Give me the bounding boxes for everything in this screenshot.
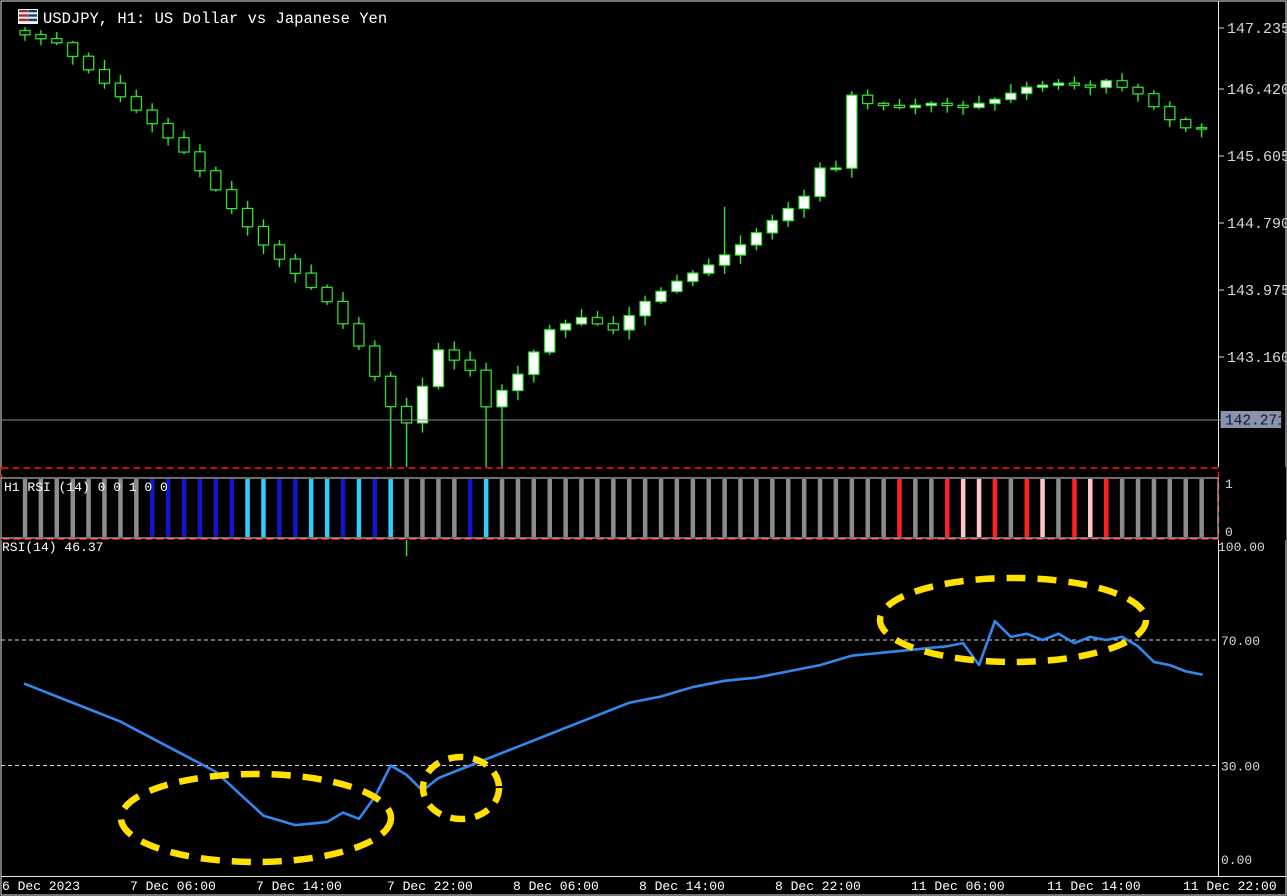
svg-text:8 Dec 22:00: 8 Dec 22:00 — [775, 879, 861, 894]
svg-text:7 Dec 22:00: 7 Dec 22:00 — [387, 879, 473, 894]
svg-text:0.00: 0.00 — [1221, 853, 1252, 868]
svg-text:11 Dec 14:00: 11 Dec 14:00 — [1047, 879, 1141, 894]
svg-text:8 Dec 06:00: 8 Dec 06:00 — [513, 879, 599, 894]
svg-text:144.790: 144.790 — [1227, 216, 1287, 233]
svg-text:145.605: 145.605 — [1227, 149, 1287, 166]
svg-text:8 Dec 14:00: 8 Dec 14:00 — [639, 879, 725, 894]
svg-text:USDJPY, H1: US Dollar vs Japa: USDJPY, H1: US Dollar vs Japanese Yen — [43, 10, 387, 28]
svg-text:147.235: 147.235 — [1227, 21, 1287, 38]
svg-text:1: 1 — [1225, 477, 1233, 492]
svg-text:RSI(14) 46.37: RSI(14) 46.37 — [2, 540, 103, 555]
svg-text:30.00: 30.00 — [1221, 760, 1260, 775]
svg-text:11 Dec 06:00: 11 Dec 06:00 — [911, 879, 1005, 894]
svg-text:0: 0 — [1225, 525, 1233, 540]
svg-text:7 Dec 06:00: 7 Dec 06:00 — [130, 879, 216, 894]
svg-text:H1 RSI (14) 0 0 1 0 0: H1 RSI (14) 0 0 1 0 0 — [4, 480, 168, 495]
svg-text:7 Dec 14:00: 7 Dec 14:00 — [256, 879, 342, 894]
svg-text:142.271: 142.271 — [1225, 414, 1286, 430]
svg-text:143.160: 143.160 — [1227, 350, 1287, 367]
svg-text:143.975: 143.975 — [1227, 283, 1287, 300]
svg-text:100.00: 100.00 — [1218, 540, 1265, 555]
svg-text:6 Dec 2023: 6 Dec 2023 — [2, 879, 80, 894]
svg-text:11 Dec 22:00: 11 Dec 22:00 — [1183, 879, 1277, 894]
svg-text:70.00: 70.00 — [1221, 634, 1260, 649]
svg-text:146.420: 146.420 — [1227, 82, 1287, 99]
